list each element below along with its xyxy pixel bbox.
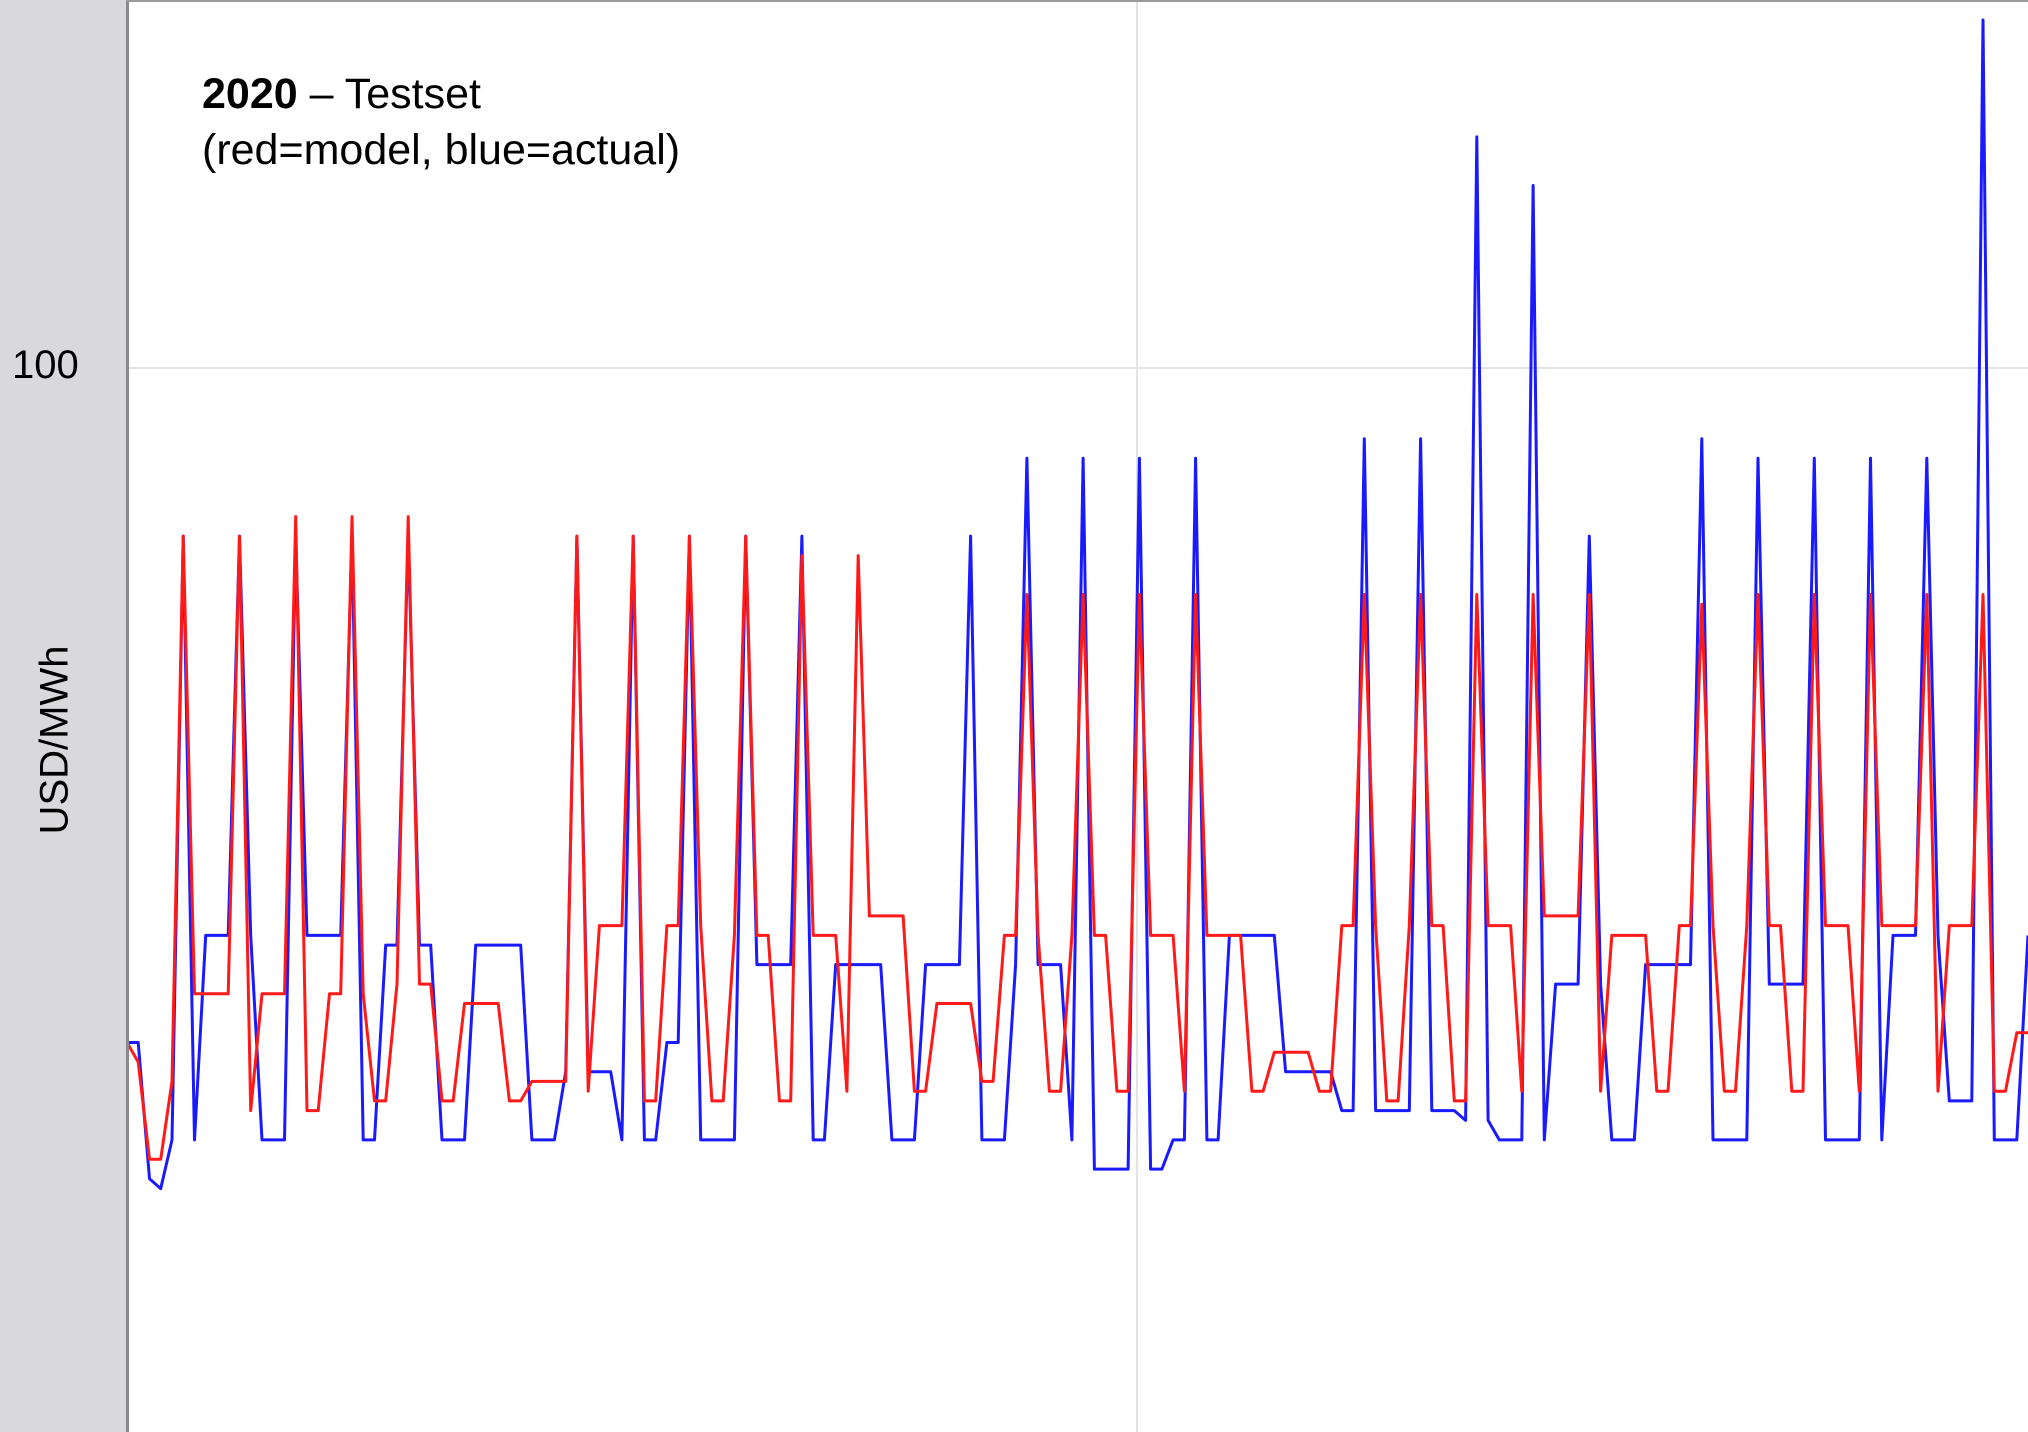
chart-subtitle: (red=model, blue=actual) bbox=[202, 126, 681, 174]
plot-area bbox=[127, 0, 2028, 1432]
series-layer bbox=[127, 18, 2028, 1191]
series-line-model bbox=[127, 515, 2028, 1161]
plot-left-border bbox=[126, 0, 129, 1432]
y-tick-label-100: 100 bbox=[12, 343, 79, 387]
plot-top-border bbox=[126, 0, 2028, 2]
series-line-actual bbox=[127, 18, 2028, 1191]
chart-annotation: 2020 – Testset (red=model, blue=actual) bbox=[202, 66, 680, 178]
left-margin-band bbox=[0, 0, 126, 1432]
title-year: 2020 bbox=[202, 70, 298, 118]
y-axis-label: USD/MWh bbox=[32, 645, 77, 835]
line-chart bbox=[127, 0, 2028, 1432]
chart-title: 2020 – Testset bbox=[202, 66, 680, 122]
title-text: – Testset bbox=[309, 70, 481, 118]
